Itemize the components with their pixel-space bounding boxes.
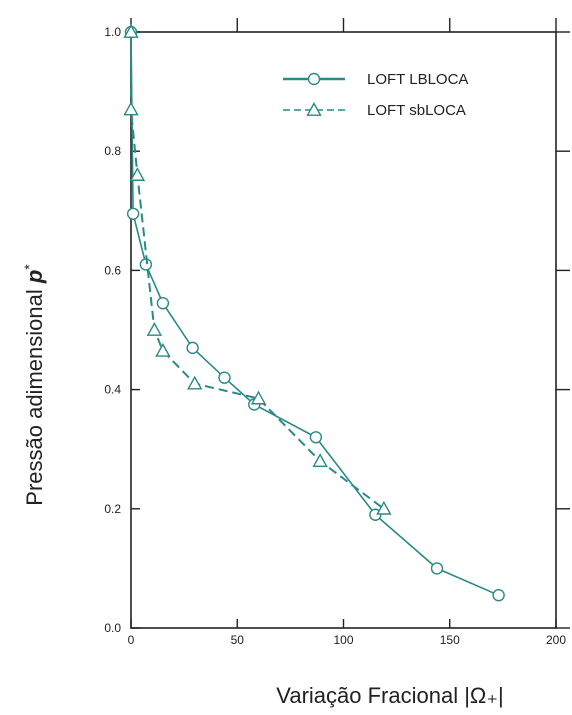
- legend-item: LOFT LBLOCA: [283, 71, 468, 88]
- x-tick-label: 50: [231, 633, 245, 647]
- data-point: [126, 207, 140, 220]
- y-axis-title: Pressão adimensional p*: [21, 264, 47, 506]
- y-tick-label: 0.0: [104, 621, 121, 635]
- y-tick-label: 0.8: [104, 144, 121, 158]
- ticks: 0 50 100 150 200 0.0 0.2 0.4 0.6 0.8 1.0: [104, 18, 570, 647]
- data-point: [250, 390, 267, 405]
- series-line: [130, 32, 385, 510]
- data-point: [146, 322, 163, 336]
- data-point: [123, 24, 139, 38]
- y-tick-label: 1.0: [104, 25, 121, 39]
- plot-frame: [130, 31, 557, 629]
- data-point: [129, 167, 146, 181]
- data-point: [187, 375, 203, 390]
- data-point: [123, 101, 139, 116]
- x-tick-label: 100: [333, 633, 353, 647]
- series-loft-sbloca: [123, 24, 392, 515]
- data-point: [492, 589, 505, 602]
- data-point: [218, 371, 231, 384]
- data-point: [186, 341, 199, 355]
- data-point: [309, 431, 323, 444]
- legend-marker: [306, 102, 322, 116]
- legend-item: LOFT sbLOCA: [283, 102, 466, 119]
- x-tick-label: 200: [546, 633, 566, 647]
- legend-label: LOFT sbLOCA: [367, 102, 466, 119]
- y-tick-label: 0.4: [104, 383, 121, 397]
- legend: LOFT LBLOCA LOFT sbLOCA: [283, 71, 468, 119]
- data-point: [156, 296, 170, 310]
- x-axis-title: Variação Fracional |Ω₊|: [276, 683, 503, 708]
- y-tick-label: 0.2: [104, 502, 121, 516]
- data-point: [312, 453, 328, 468]
- series-layer: [123, 24, 505, 602]
- data-point: [376, 500, 392, 515]
- data-point: [430, 562, 444, 575]
- x-tick-label: 0: [128, 633, 135, 647]
- legend-marker: [307, 72, 321, 86]
- legend-label: LOFT LBLOCA: [367, 71, 468, 88]
- axes: [130, 31, 557, 629]
- y-tick-label: 0.6: [104, 263, 121, 277]
- x-tick-label: 150: [440, 633, 460, 647]
- data-point: [155, 342, 171, 357]
